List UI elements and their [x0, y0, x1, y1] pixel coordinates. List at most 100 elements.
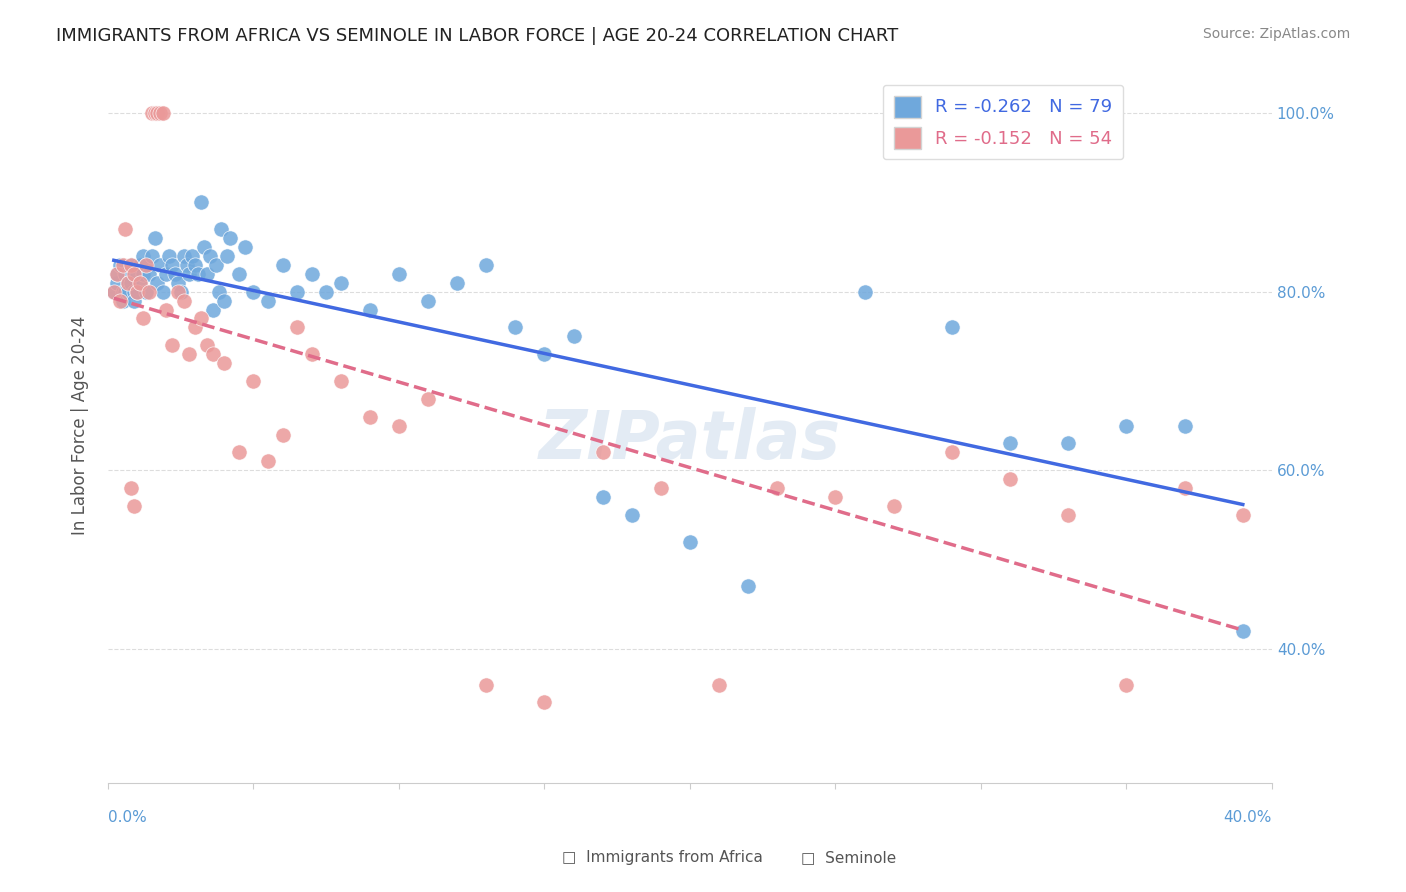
Point [120, 258, 142, 272]
Point [1057, 436, 1080, 450]
Text: ZIPatlas: ZIPatlas [538, 407, 841, 473]
Point [120, 481, 142, 495]
Point [179, 347, 201, 361]
Point [257, 454, 280, 468]
Text: □  Immigrants from Africa: □ Immigrants from Africa [562, 850, 763, 865]
Point [179, 267, 201, 281]
Point [257, 293, 280, 308]
Point [149, 258, 172, 272]
Point [146, 276, 169, 290]
Point [127, 285, 149, 299]
Point [766, 481, 789, 495]
Point [737, 579, 759, 593]
Text: IMMIGRANTS FROM AFRICA VS SEMINOLE IN LABOR FORCE | AGE 20-24 CORRELATION CHART: IMMIGRANTS FROM AFRICA VS SEMINOLE IN LA… [56, 27, 898, 45]
Point [132, 249, 155, 263]
Point [114, 267, 136, 281]
Point [117, 285, 139, 299]
Point [679, 534, 702, 549]
Point [416, 293, 439, 308]
Point [103, 285, 125, 299]
Point [122, 293, 145, 308]
Point [242, 374, 264, 388]
Text: Source: ZipAtlas.com: Source: ZipAtlas.com [1202, 27, 1350, 41]
Point [388, 418, 411, 433]
Point [122, 499, 145, 513]
Text: 40.0%: 40.0% [1223, 810, 1272, 824]
Point [132, 311, 155, 326]
Point [176, 258, 198, 272]
Point [201, 302, 224, 317]
Point [201, 347, 224, 361]
Point [475, 258, 498, 272]
Point [138, 267, 160, 281]
Point [416, 392, 439, 406]
Point [193, 240, 215, 254]
Point [127, 267, 149, 281]
Point [184, 258, 207, 272]
Point [207, 285, 229, 299]
Point [127, 285, 149, 299]
Point [155, 267, 177, 281]
Point [122, 267, 145, 281]
Point [228, 267, 250, 281]
Point [1232, 508, 1254, 522]
Point [141, 249, 163, 263]
Point [592, 490, 614, 504]
Point [138, 285, 160, 299]
Point [214, 356, 236, 370]
Point [329, 276, 352, 290]
Point [217, 249, 239, 263]
Point [111, 285, 134, 299]
Point [120, 258, 142, 272]
Point [998, 472, 1021, 486]
Point [117, 276, 139, 290]
Point [135, 285, 157, 299]
Point [122, 285, 145, 299]
Point [135, 258, 157, 272]
Point [152, 106, 174, 120]
Point [160, 338, 183, 352]
Point [941, 320, 963, 334]
Point [475, 677, 498, 691]
Point [533, 695, 555, 709]
Point [108, 258, 131, 272]
Point [592, 445, 614, 459]
Point [166, 285, 188, 299]
Point [271, 258, 294, 272]
Point [143, 106, 166, 120]
Point [242, 285, 264, 299]
Point [103, 285, 125, 299]
Point [285, 285, 308, 299]
Point [285, 320, 308, 334]
Point [315, 285, 337, 299]
Point [105, 276, 128, 290]
Point [195, 267, 218, 281]
Point [181, 249, 204, 263]
Point [329, 374, 352, 388]
Point [1232, 624, 1254, 638]
Point [204, 258, 226, 272]
Point [141, 106, 163, 120]
Point [114, 285, 136, 299]
Point [111, 293, 134, 308]
Point [105, 267, 128, 281]
Point [143, 231, 166, 245]
Point [129, 276, 152, 290]
Point [108, 293, 131, 308]
Point [120, 276, 142, 290]
Point [1174, 481, 1197, 495]
Point [190, 195, 212, 210]
Point [219, 231, 242, 245]
Y-axis label: In Labor Force | Age 20-24: In Labor Force | Age 20-24 [72, 316, 89, 535]
Point [214, 293, 236, 308]
Point [170, 285, 193, 299]
Point [853, 285, 876, 299]
Text: □  Seminole: □ Seminole [801, 850, 897, 865]
Point [146, 106, 169, 120]
Point [359, 409, 381, 424]
Point [650, 481, 672, 495]
Point [301, 347, 323, 361]
Point [883, 499, 905, 513]
Point [163, 267, 186, 281]
Point [446, 276, 468, 290]
